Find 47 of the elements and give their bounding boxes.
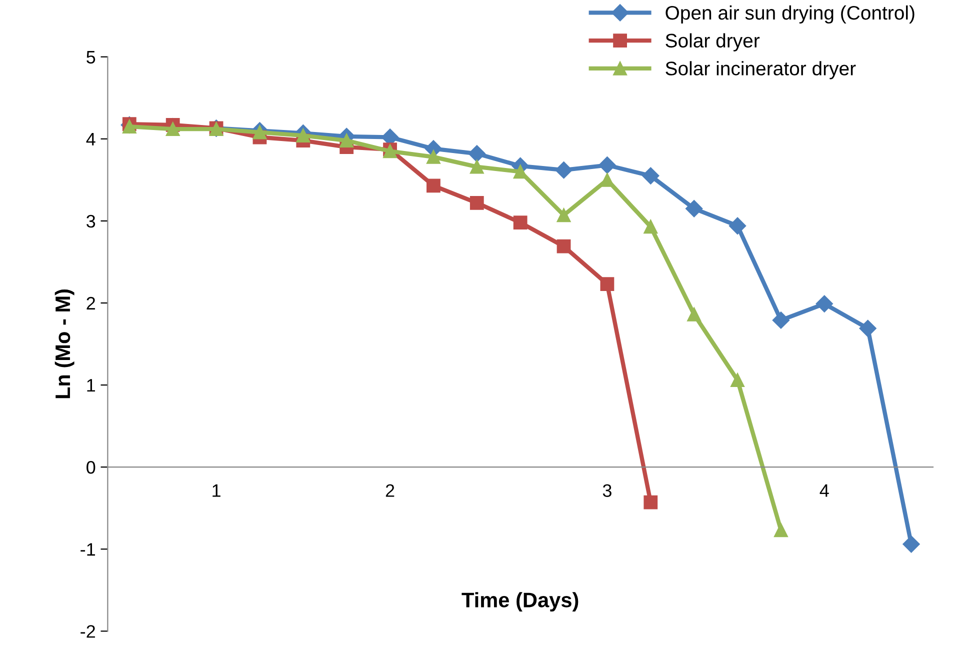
point xyxy=(686,200,703,218)
point xyxy=(426,150,440,164)
point xyxy=(730,373,744,388)
point xyxy=(774,523,788,538)
point xyxy=(728,217,746,234)
point xyxy=(122,120,136,134)
point xyxy=(816,295,833,312)
x-tick-label: 2 xyxy=(386,484,394,497)
x-tick-label: 3 xyxy=(602,484,612,497)
point xyxy=(513,164,528,179)
point xyxy=(859,320,876,337)
point xyxy=(468,145,486,162)
y-tick-label: 3 xyxy=(86,214,96,228)
point xyxy=(252,125,267,140)
point xyxy=(426,178,440,193)
point xyxy=(598,156,616,174)
point xyxy=(166,122,180,136)
point xyxy=(470,160,484,174)
y-tick-label: 1 xyxy=(87,379,96,392)
y-tick-label: 0 xyxy=(86,460,96,474)
point xyxy=(556,208,571,222)
point xyxy=(556,239,571,254)
point xyxy=(687,308,702,322)
point xyxy=(555,162,572,179)
y-tick-label: 5 xyxy=(86,50,96,64)
point xyxy=(513,216,528,230)
point xyxy=(340,134,354,148)
legend-label: Solar incinerator dryer xyxy=(666,61,856,80)
point xyxy=(470,196,484,210)
x-tick-label: 4 xyxy=(820,484,829,497)
point xyxy=(644,495,658,510)
point xyxy=(644,220,658,234)
x-tick-label: 1 xyxy=(212,484,220,497)
point xyxy=(600,277,614,292)
point xyxy=(296,128,310,143)
legend-label: Open air sun drying (Control) xyxy=(666,5,914,24)
y-tick-label: 2 xyxy=(86,296,95,310)
y-axis-title: Ln (Mo - M) xyxy=(54,289,74,398)
point xyxy=(642,167,660,184)
y-tick-label: 4 xyxy=(86,133,96,146)
point xyxy=(600,172,614,187)
y-tick-label: -2 xyxy=(80,625,95,638)
point xyxy=(772,312,790,329)
x-axis-title: Time (Days) xyxy=(462,592,578,612)
legend-label: Solar dryer xyxy=(666,33,760,52)
point xyxy=(902,536,920,553)
y-tick-label: -1 xyxy=(80,543,96,556)
